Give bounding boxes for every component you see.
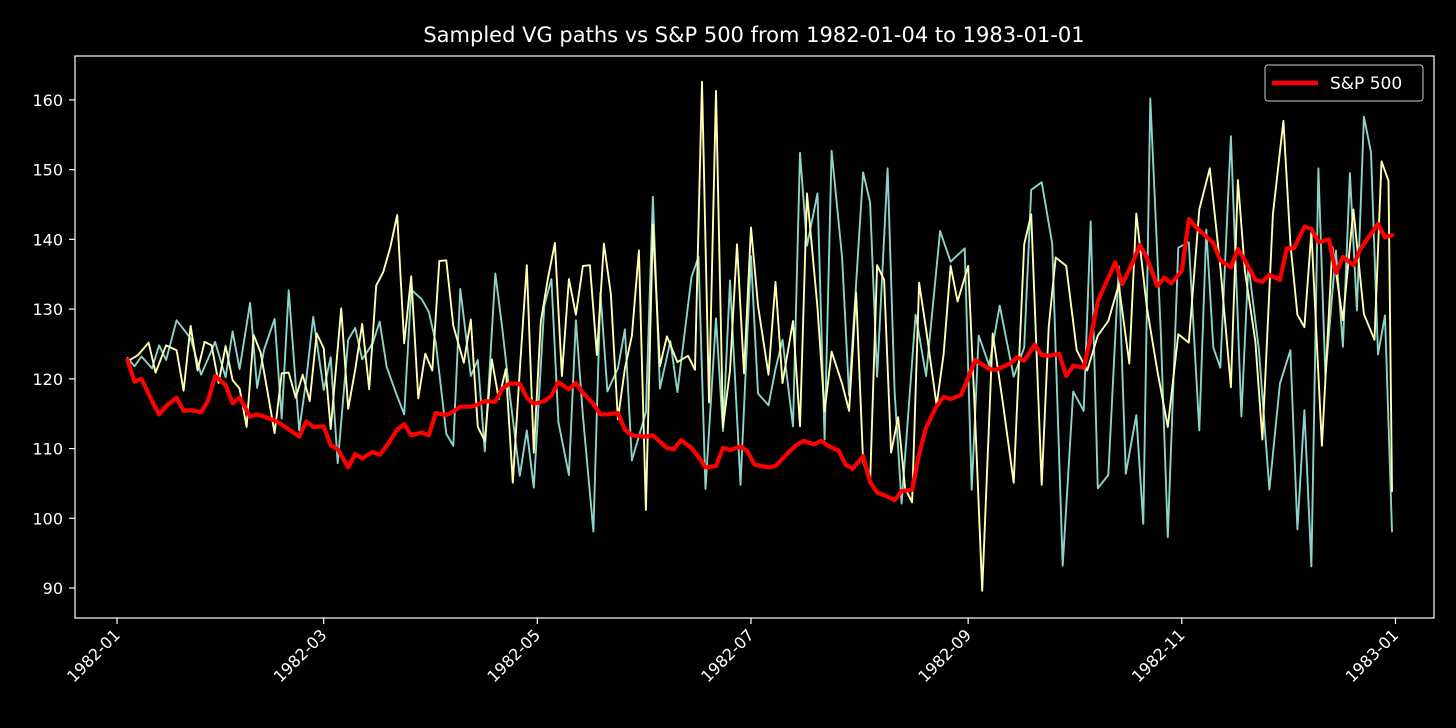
legend-label-sp500: S&P 500: [1330, 74, 1402, 94]
series-line-vg-path-2: [126, 80, 1393, 592]
y-tick-label: 160: [32, 91, 63, 110]
y-tick-label: 140: [32, 230, 63, 249]
plot-frame: [74, 55, 1435, 619]
legend: S&P 500: [1264, 64, 1424, 102]
series-line-s-p-500: [125, 217, 1395, 503]
y-tick-label: 130: [32, 300, 63, 319]
legend-box: [1264, 64, 1424, 102]
series-line-vg-path-1: [126, 97, 1393, 568]
y-tick-label: 120: [32, 370, 63, 389]
y-axis: 90 100 110 120 130 140 150 160: [32, 91, 75, 598]
y-tick-label: 90: [43, 579, 63, 598]
y-tick-label: 150: [32, 161, 63, 180]
chart-title: Sampled VG paths vs S&P 500 from 1982-01…: [423, 23, 1084, 47]
series-layer: [125, 80, 1395, 592]
y-tick-label: 100: [32, 509, 63, 528]
y-tick-label: 110: [32, 440, 63, 459]
